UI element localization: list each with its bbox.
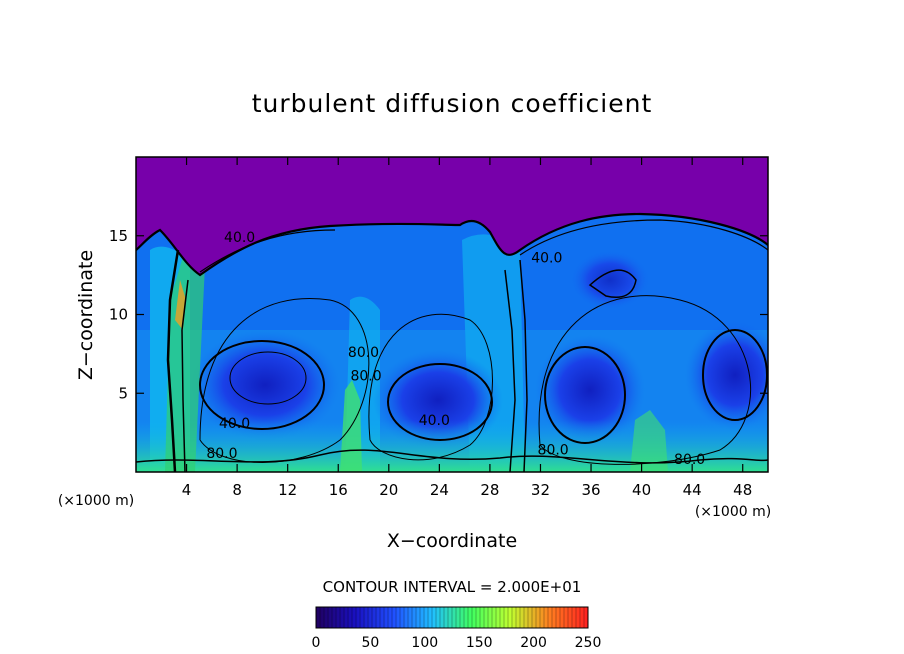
- eddy-3: [535, 335, 645, 445]
- contour-lines: [136, 249, 768, 472]
- eddy-1: [190, 330, 340, 440]
- top-layer: [136, 157, 768, 275]
- colorbar-tick-label: 0: [312, 635, 321, 651]
- x-unit-left: (×1000 m): [58, 493, 134, 509]
- contour-label: 80.0: [206, 446, 237, 462]
- x-tick-label: 20: [379, 481, 398, 499]
- plot-area: 80.0 40.0 80.0 40.0 80.0 80.0 40.0 40.0 80.0: [136, 157, 768, 472]
- contour-label: 40.0: [419, 413, 450, 429]
- x-tick-label: 4: [182, 481, 192, 499]
- x-axis-label: X−coordinate: [387, 530, 517, 552]
- contour-eddy-4: [702, 329, 768, 421]
- y-tick-label: 5: [118, 384, 128, 402]
- y-axis-label: Z−coordinate: [75, 250, 97, 380]
- x-tick-label: 32: [531, 481, 550, 499]
- colorbar-tick-label: 100: [411, 635, 438, 651]
- chart-title: turbulent diffusion coefficient: [252, 89, 653, 118]
- contour-eddy-1-inner: [229, 351, 307, 405]
- eddy-5: [570, 250, 650, 310]
- contour-label: 80.0: [348, 345, 379, 361]
- colorbar-ticks: 0 50 100 150 200 250: [312, 635, 602, 651]
- contour-labels: 80.0 40.0 80.0 40.0 80.0 80.0 40.0 40.0 80.0: [206, 230, 705, 468]
- y-axis-ticks: 5 10 15: [109, 227, 768, 402]
- colorbar-tick-label: 250: [575, 635, 602, 651]
- cloud-top-outline-2: [199, 219, 768, 273]
- x-tick-label: 8: [232, 481, 242, 499]
- x-axis-ticks: 4 8 12 16 20 24 28 32 36 40 44 48: [182, 157, 752, 499]
- cloud-top-outline: [136, 212, 768, 277]
- contour-eddy-2: [387, 363, 493, 441]
- contour-left-column: [166, 249, 180, 472]
- contour-label: 80.0: [674, 452, 705, 468]
- contour-label: 80.0: [538, 443, 569, 459]
- colorbar-tick-label: 150: [466, 635, 493, 651]
- x-unit-right: (×1000 m): [695, 504, 771, 520]
- colorbar-tick-label: 50: [361, 635, 379, 651]
- y-tick-label: 10: [109, 306, 128, 324]
- x-tick-label: 40: [632, 481, 651, 499]
- x-tick-label: 28: [480, 481, 499, 499]
- contour-eddy-1: [199, 340, 325, 430]
- x-tick-label: 36: [581, 481, 600, 499]
- contour-eddy-3: [544, 346, 626, 444]
- contour-label: 40.0: [531, 251, 562, 267]
- colorbar-stripes: [315, 606, 589, 629]
- contour-center-column: [504, 269, 516, 472]
- contour-label: 80.0: [350, 369, 381, 385]
- x-tick-label: 24: [430, 481, 449, 499]
- contour-label: 40.0: [219, 416, 250, 432]
- contour-ground: [136, 449, 768, 464]
- plume-left: [165, 250, 205, 472]
- x-tick-label: 44: [683, 481, 702, 499]
- contour-center-column-2: [519, 259, 528, 472]
- y-tick-label: 15: [109, 227, 128, 245]
- colorbar-tick-label: 200: [520, 635, 547, 651]
- contour-eddy-5: [588, 269, 637, 298]
- contour-outer-2: [368, 313, 493, 461]
- contour-label: 40.0: [224, 230, 255, 246]
- eddy-4: [685, 320, 768, 430]
- contour-left-column-2: [181, 279, 189, 472]
- x-tick-label: 12: [278, 481, 297, 499]
- contour-interval-text: CONTOUR INTERVAL = 2.000E+01: [323, 578, 582, 596]
- plume-right: [630, 410, 668, 472]
- contour-outer-3: [538, 295, 751, 465]
- x-tick-label: 16: [329, 481, 348, 499]
- x-tick-label: 48: [733, 481, 752, 499]
